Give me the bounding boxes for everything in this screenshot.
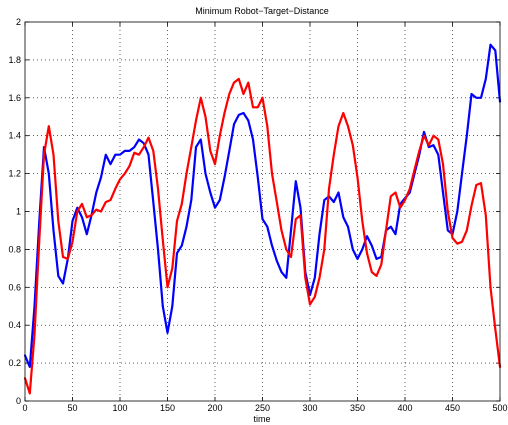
- y-tick-labels: 0 0.2 0.4 0.6 0.8 1 1.2 1.4 1.6 1.8 2: [8, 17, 21, 406]
- y-tick-label: 0.2: [8, 358, 21, 368]
- x-tick-label: 450: [445, 403, 460, 413]
- y-tick-label: 1.8: [8, 55, 21, 65]
- x-tick-label: 100: [112, 403, 127, 413]
- plot-frame: [24, 21, 501, 402]
- x-tick-label: 50: [67, 403, 77, 413]
- series-lines: [23, 43, 502, 395]
- x-tick-label: 200: [207, 403, 222, 413]
- y-tick-label: 0.6: [8, 282, 21, 292]
- x-tick-label: 300: [302, 403, 317, 413]
- x-tick-label: 400: [397, 403, 412, 413]
- x-tick-label: 0: [22, 403, 27, 413]
- chart-title: Minimum Robot−Target−Distance: [195, 6, 329, 16]
- x-axis-label: time: [253, 414, 270, 424]
- x-tick-labels: 0 50 100 150 200 250 300 350 400 450 500: [22, 403, 507, 413]
- y-tick-label: 1.2: [8, 169, 21, 179]
- x-tick-label: 350: [350, 403, 365, 413]
- axis-ticks: [24, 21, 501, 402]
- x-tick-label: 250: [255, 403, 270, 413]
- series-line-2: [23, 77, 502, 395]
- y-tick-label: 1.4: [8, 131, 21, 141]
- y-tick-label: 1.6: [8, 93, 21, 103]
- y-tick-label: 0: [16, 396, 21, 406]
- y-tick-label: 2: [16, 17, 21, 27]
- x-tick-label: 150: [160, 403, 175, 413]
- y-tick-label: 1: [16, 207, 21, 217]
- x-tick-label: 500: [492, 403, 507, 413]
- y-tick-label: 0.8: [8, 244, 21, 254]
- y-tick-label: 0.4: [8, 320, 21, 330]
